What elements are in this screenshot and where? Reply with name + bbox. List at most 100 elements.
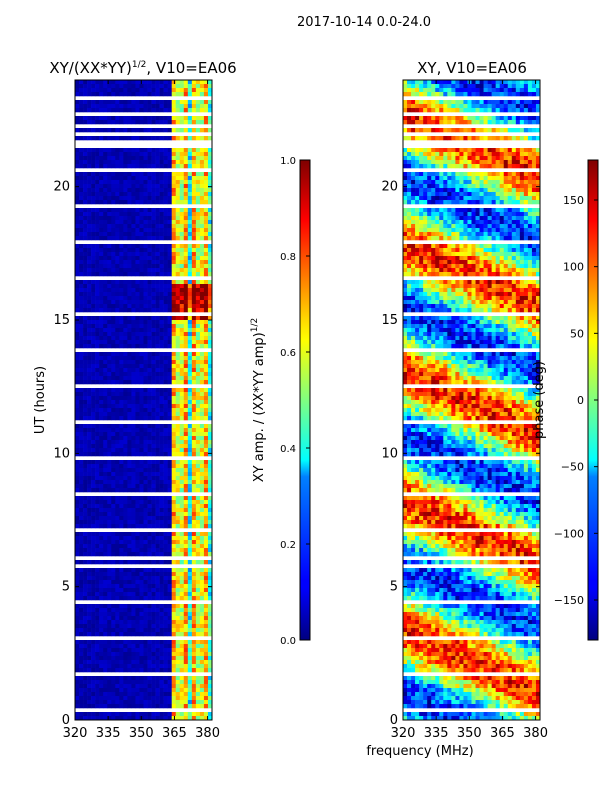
heatmap-cell (87, 320, 92, 325)
heatmap-cell (95, 608, 100, 613)
heatmap-cell (123, 428, 128, 433)
heatmap-cell (155, 120, 160, 125)
heatmap-cell (127, 264, 132, 269)
heatmap-cell (139, 484, 144, 489)
heatmap-cell (411, 100, 416, 105)
heatmap-cell (171, 244, 177, 249)
heatmap-cell (431, 116, 436, 121)
heatmap-cell (107, 104, 112, 109)
heatmap-cell (79, 328, 84, 333)
heatmap-cell (135, 252, 140, 257)
heatmap-cell (79, 608, 84, 613)
heatmap-cell (207, 268, 213, 273)
heatmap-cell (91, 80, 96, 85)
heatmap-cell (123, 484, 128, 489)
heatmap-cell (79, 704, 84, 709)
heatmap-cell (95, 280, 100, 285)
heatmap-cell (459, 104, 464, 109)
heatmap-cell (531, 100, 537, 105)
heatmap-cell (203, 460, 209, 465)
heatmap-cell (151, 516, 156, 521)
heatmap-cell (91, 336, 96, 341)
heatmap-cell (119, 488, 124, 493)
heatmap-cell (147, 628, 152, 633)
heatmap-cell (183, 268, 189, 273)
heatmap-cell (75, 368, 80, 373)
heatmap-cell (75, 196, 80, 201)
heatmap-cell (183, 688, 189, 693)
heatmap-cell (167, 108, 173, 113)
heatmap-cell (195, 244, 201, 249)
heatmap-cell (107, 268, 112, 273)
heatmap-cell (123, 296, 128, 301)
heatmap-cell (403, 108, 408, 113)
heatmap-cell (111, 472, 116, 477)
heatmap-cell (79, 300, 84, 305)
heatmap-cell (83, 632, 88, 637)
heatmap-cell (143, 628, 148, 633)
heatmap-cell (147, 572, 152, 577)
heatmap-cell (147, 388, 152, 393)
heatmap-cell (91, 644, 96, 649)
heatmap-cell (179, 648, 185, 653)
heatmap-cell (119, 648, 124, 653)
heatmap-cell (191, 252, 197, 257)
heatmap-cell (155, 196, 160, 201)
heatmap-cell (151, 92, 156, 97)
heatmap-cell (147, 228, 152, 233)
heatmap-cell (107, 284, 112, 289)
heatmap-cell (155, 296, 160, 301)
heatmap-cell (123, 716, 128, 721)
heatmap-cell (79, 148, 84, 153)
heatmap-cell (79, 356, 84, 361)
heatmap-cell (123, 524, 128, 529)
heatmap-cell (123, 392, 128, 397)
heatmap-cell (147, 688, 152, 693)
heatmap-cell (159, 352, 164, 357)
heatmap-cell (155, 116, 160, 121)
heatmap-cell (183, 704, 189, 709)
heatmap-cell (139, 308, 144, 313)
heatmap-cell (155, 308, 160, 313)
heatmap-cell (119, 288, 124, 293)
heatmap-cell (115, 264, 120, 269)
heatmap-cell (199, 252, 205, 257)
heatmap-cell (99, 172, 104, 177)
heatmap-cell (83, 220, 88, 225)
heatmap-cell (199, 152, 205, 157)
heatmap-cell (115, 300, 120, 305)
heatmap-cell (187, 84, 193, 89)
heatmap-cell (95, 476, 100, 481)
heatmap-cell (199, 520, 205, 525)
heatmap-cell (147, 84, 152, 89)
heatmap-cell (131, 496, 136, 501)
heatmap-cell (127, 472, 132, 477)
heatmap-cell (103, 620, 108, 625)
heatmap-cell (131, 692, 136, 697)
heatmap-cell (99, 476, 104, 481)
heatmap-cell (199, 412, 205, 417)
heatmap-cell (111, 404, 116, 409)
heatmap-cell (95, 380, 100, 385)
heatmap-cell (203, 228, 209, 233)
heatmap-cell (87, 620, 92, 625)
heatmap-cell (167, 272, 173, 277)
heatmap-cell (175, 476, 181, 481)
heatmap-cell (175, 236, 181, 241)
heatmap-cell (183, 444, 189, 449)
heatmap-cell (199, 568, 205, 573)
heatmap-cell (127, 512, 132, 517)
heatmap-cell (191, 184, 197, 189)
heatmap-cell (175, 540, 181, 545)
heatmap-cell (407, 84, 412, 89)
heatmap-cell (111, 648, 116, 653)
heatmap-cell (175, 512, 181, 517)
heatmap-cell (203, 648, 209, 653)
heatmap-cell (139, 712, 144, 717)
heatmap-cell (103, 628, 108, 633)
heatmap-cell (115, 488, 120, 493)
heatmap-cell (411, 116, 416, 121)
heatmap-cell (135, 392, 140, 397)
heatmap-cell (183, 284, 189, 289)
heatmap-cell (75, 704, 80, 709)
